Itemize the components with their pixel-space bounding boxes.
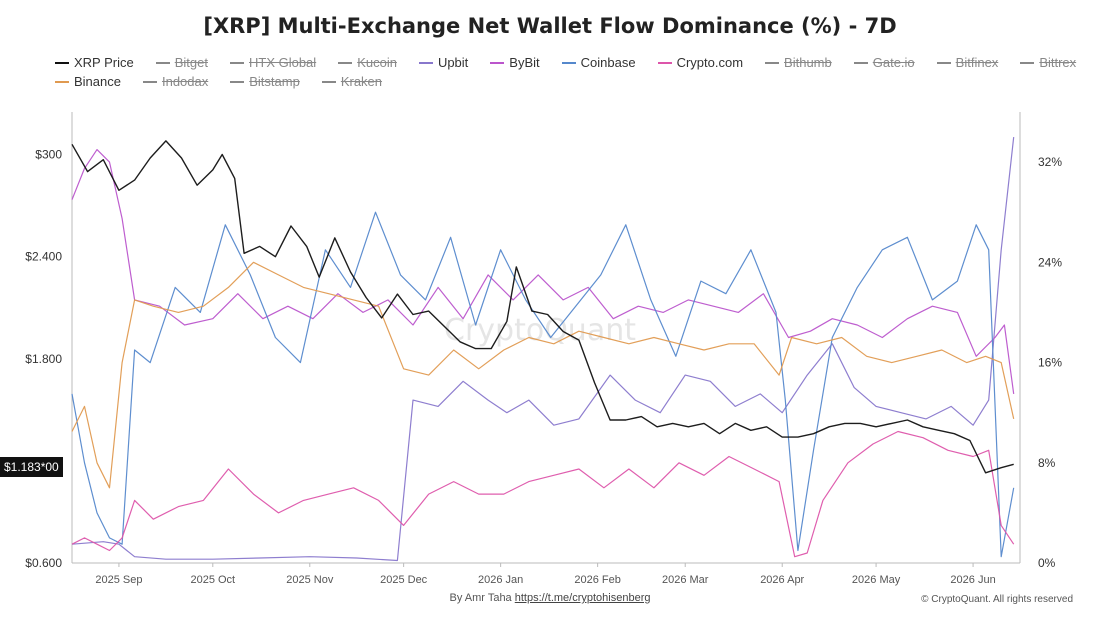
legend-label: Kraken xyxy=(340,74,383,89)
legend-item-upbit[interactable]: Upbit xyxy=(418,55,469,70)
legend-label: Coinbase xyxy=(580,55,636,70)
legend-swatch xyxy=(418,61,433,64)
legend-label: Crypto.com xyxy=(676,55,744,70)
x-tick-label: 2026 Feb xyxy=(574,574,620,586)
legend-item-binance[interactable]: Binance xyxy=(55,74,121,89)
legend-item-kucoin[interactable]: Kucoin xyxy=(338,55,397,70)
current-price-tag: $1.183*00 xyxy=(0,457,63,477)
legend-item-gate-io[interactable]: Gate.io xyxy=(853,55,915,70)
legend-swatch xyxy=(229,61,244,64)
author-name: By Amr Taha xyxy=(449,592,512,604)
author-link[interactable]: https://t.me/cryptohisenberg xyxy=(514,592,651,604)
legend-label: Gate.io xyxy=(872,55,915,70)
legend-swatch xyxy=(936,61,951,64)
legend-item-indodax[interactable]: Indodax xyxy=(142,74,209,89)
legend-label: Bitstamp xyxy=(249,74,300,89)
series-line-upbit xyxy=(71,137,1015,562)
x-tick-label: 2025 Sep xyxy=(95,574,142,586)
legend-label: Upbit xyxy=(437,55,469,70)
chart-legend: XRP Price Bitget HTX Global Kucoin Upbit ByBi… xyxy=(55,53,1076,91)
legend-swatch xyxy=(155,61,170,64)
x-tick-label: 2026 May xyxy=(852,574,901,586)
legend-item-bithumb[interactable]: Bithumb xyxy=(765,55,832,70)
series-line-bybit xyxy=(71,149,1015,394)
legend-swatch xyxy=(55,61,69,64)
x-tick-label: 2025 Dec xyxy=(380,574,428,586)
left-tick-label: $300 xyxy=(35,148,62,162)
legend-swatch xyxy=(1020,61,1035,64)
left-tick-label: $2.400 xyxy=(25,250,62,264)
legend-item-htx-global[interactable]: HTX Global xyxy=(229,55,317,70)
legend-swatch xyxy=(55,80,69,83)
legend-item-kraken[interactable]: Kraken xyxy=(321,74,383,89)
legend-label: HTX Global xyxy=(248,55,317,70)
right-tick-label: 8% xyxy=(1038,456,1056,470)
legend-label: Bitfinex xyxy=(955,55,999,70)
x-tick-label: 2026 Jan xyxy=(478,574,523,586)
legend-item-coinbase[interactable]: Coinbase xyxy=(561,55,636,70)
legend-swatch xyxy=(230,80,245,83)
right-tick-label: 24% xyxy=(1038,255,1062,269)
legend-swatch xyxy=(321,80,336,83)
legend-item-xrp-price[interactable]: XRP Price xyxy=(55,55,134,70)
x-tick-label: 2026 Mar xyxy=(662,574,709,586)
watermark: CryptoQuant xyxy=(444,313,636,348)
legend-swatch xyxy=(142,80,157,83)
legend-swatch xyxy=(765,61,780,64)
right-tick-label: 0% xyxy=(1038,556,1056,570)
author-credit: By Amr Taha https://t.me/cryptohisenberg xyxy=(0,592,1100,604)
legend-label: Bitget xyxy=(174,55,208,70)
legend-label: Indodax xyxy=(161,74,209,89)
legend-swatch xyxy=(561,61,576,64)
legend-item-crypto-com[interactable]: Crypto.com xyxy=(657,55,744,70)
legend-label: Bithumb xyxy=(784,55,832,70)
x-tick-label: 2026 Jun xyxy=(950,574,995,586)
legend-swatch xyxy=(338,61,353,64)
x-tick-label: 2025 Nov xyxy=(286,574,334,586)
left-tick-label: $1.800 xyxy=(25,352,62,366)
series-line-xrp-price xyxy=(71,140,1014,474)
legend-swatch xyxy=(490,61,505,64)
legend-swatch xyxy=(853,61,868,64)
legend-label: Binance xyxy=(74,74,121,89)
legend-item-bitstamp[interactable]: Bitstamp xyxy=(230,74,300,89)
legend-item-bitget[interactable]: Bitget xyxy=(155,55,208,70)
series-line-coinbase xyxy=(71,211,1015,558)
left-tick-label: $0.600 xyxy=(25,556,62,570)
legend-label: XRP Price xyxy=(74,55,134,70)
legend-item-bittrex[interactable]: Bittrex xyxy=(1020,55,1076,70)
series-line-crypto-com xyxy=(71,430,1015,558)
legend-item-bitfinex[interactable]: Bitfinex xyxy=(936,55,999,70)
x-tick-label: 2026 Apr xyxy=(760,574,804,586)
legend-label: ByBit xyxy=(509,55,540,70)
legend-swatch xyxy=(657,61,672,64)
series-line-binance xyxy=(71,261,1015,489)
legend-label: Kucoin xyxy=(357,55,397,70)
chart-title: [XRP] Multi-Exchange Net Wallet Flow Dom… xyxy=(203,14,897,38)
right-tick-label: 16% xyxy=(1038,356,1062,370)
copyright-notice: © CryptoQuant. All rights reserved xyxy=(921,594,1073,605)
x-tick-label: 2025 Oct xyxy=(190,574,235,586)
right-tick-label: 32% xyxy=(1038,155,1062,169)
legend-item-bybit[interactable]: ByBit xyxy=(490,55,540,70)
legend-label: Bittrex xyxy=(1039,55,1077,70)
